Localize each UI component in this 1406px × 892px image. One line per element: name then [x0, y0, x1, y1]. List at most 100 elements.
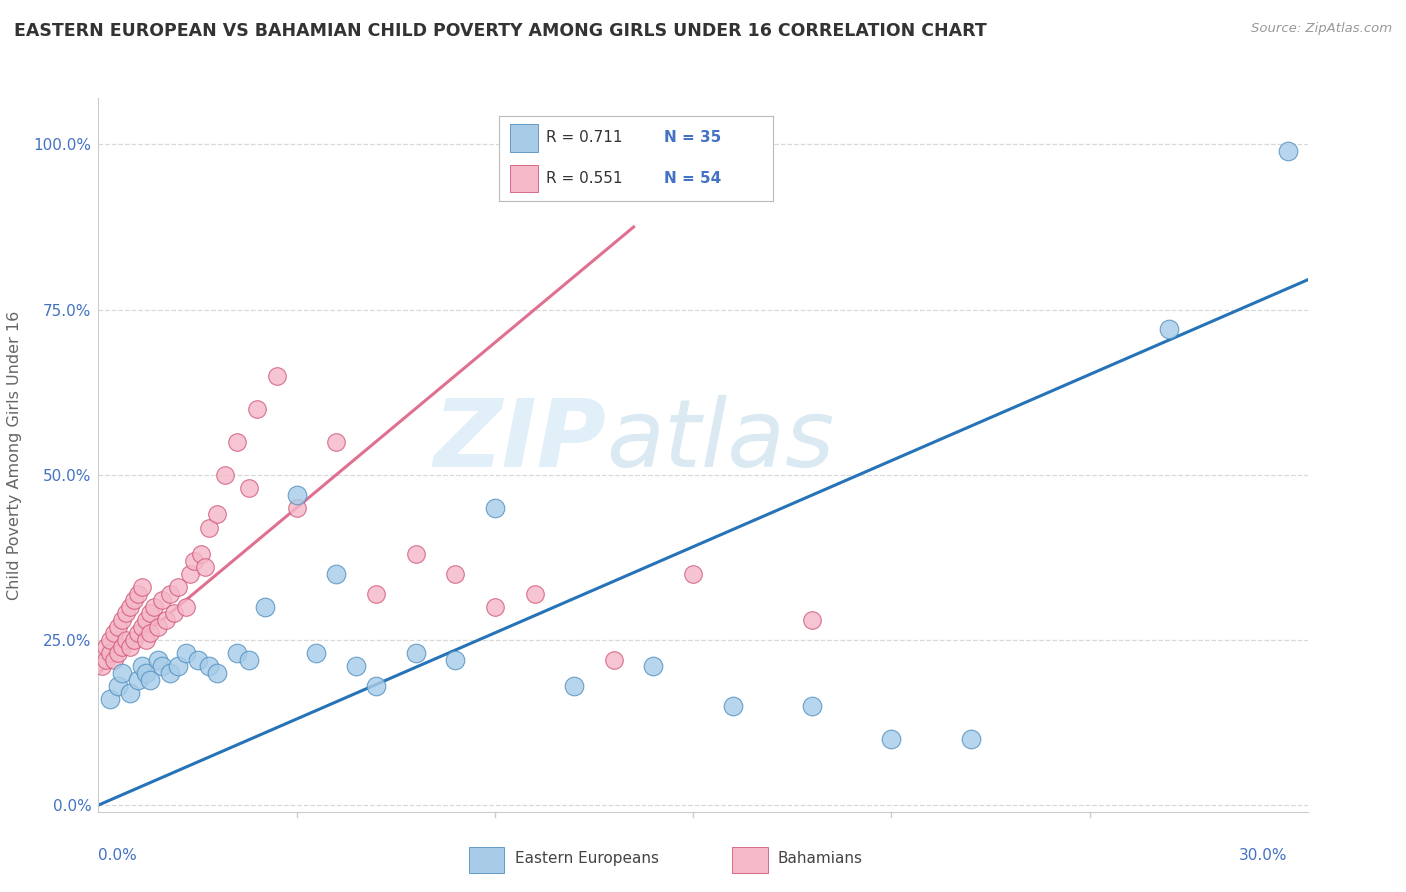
Point: [98, 692, 121, 706]
Point: [174, 646, 197, 660]
Point: [146, 620, 169, 634]
Point: [150, 593, 173, 607]
Point: [484, 500, 506, 515]
Point: [131, 580, 153, 594]
Text: Bahamians: Bahamians: [778, 851, 863, 866]
Point: [801, 698, 824, 713]
Point: [325, 434, 347, 449]
Point: [1157, 322, 1180, 336]
Text: R = 0.551: R = 0.551: [546, 171, 623, 186]
Point: [444, 653, 467, 667]
Point: [98, 646, 121, 660]
Point: [190, 547, 212, 561]
Point: [179, 566, 201, 581]
Point: [285, 500, 308, 515]
Point: [107, 679, 129, 693]
Bar: [733, 847, 768, 872]
Text: R = 0.711: R = 0.711: [546, 130, 623, 145]
Text: Eastern Europeans: Eastern Europeans: [515, 851, 658, 866]
Point: [96, 653, 118, 667]
Point: [127, 587, 149, 601]
Point: [174, 599, 197, 614]
Point: [238, 653, 260, 667]
Point: [484, 599, 506, 614]
Point: [603, 653, 626, 667]
Point: [131, 659, 153, 673]
Point: [226, 434, 249, 449]
Point: [103, 626, 125, 640]
Bar: [510, 124, 537, 152]
Point: [959, 732, 981, 747]
Bar: [510, 165, 537, 192]
Point: [131, 620, 153, 634]
Point: [115, 632, 138, 647]
Point: [122, 593, 145, 607]
Point: [120, 599, 142, 614]
Point: [142, 599, 165, 614]
Text: EASTERN EUROPEAN VS BAHAMIAN CHILD POVERTY AMONG GIRLS UNDER 16 CORRELATION CHAR: EASTERN EUROPEAN VS BAHAMIAN CHILD POVER…: [14, 22, 987, 40]
Point: [139, 673, 162, 687]
Point: [880, 732, 903, 747]
Point: [285, 487, 308, 501]
Point: [344, 659, 367, 673]
Point: [120, 640, 142, 654]
Point: [305, 646, 328, 660]
Point: [166, 580, 188, 594]
Point: [155, 613, 177, 627]
Point: [364, 587, 387, 601]
Point: [246, 401, 269, 416]
Point: [115, 607, 138, 621]
Point: [139, 607, 162, 621]
Point: [238, 481, 260, 495]
Point: [146, 653, 169, 667]
Point: [107, 620, 129, 634]
Point: [198, 659, 221, 673]
Point: [194, 560, 217, 574]
Point: [122, 632, 145, 647]
Point: [111, 640, 134, 654]
Point: [120, 686, 142, 700]
Point: [198, 520, 221, 534]
Point: [91, 659, 114, 673]
Point: [111, 613, 134, 627]
Point: [183, 554, 205, 568]
Point: [207, 508, 229, 522]
Point: [721, 698, 744, 713]
Point: [96, 640, 118, 654]
Point: [364, 679, 387, 693]
Point: [150, 659, 173, 673]
Point: [135, 632, 157, 647]
Text: 0.0%: 0.0%: [98, 848, 138, 863]
Point: [135, 665, 157, 680]
Point: [253, 599, 276, 614]
Point: [166, 659, 188, 673]
Text: atlas: atlas: [606, 395, 835, 486]
Point: [325, 566, 347, 581]
Point: [405, 547, 427, 561]
Point: [159, 587, 181, 601]
Point: [103, 653, 125, 667]
Text: Source: ZipAtlas.com: Source: ZipAtlas.com: [1251, 22, 1392, 36]
Point: [127, 626, 149, 640]
Text: ZIP: ZIP: [433, 394, 606, 487]
Point: [186, 653, 208, 667]
Point: [135, 613, 157, 627]
Point: [405, 646, 427, 660]
Point: [444, 566, 467, 581]
Point: [163, 607, 186, 621]
Point: [682, 566, 704, 581]
Point: [207, 665, 229, 680]
Y-axis label: Child Poverty Among Girls Under 16: Child Poverty Among Girls Under 16: [7, 310, 22, 599]
Point: [127, 673, 149, 687]
Point: [226, 646, 249, 660]
Text: N = 35: N = 35: [664, 130, 721, 145]
Point: [562, 679, 585, 693]
Point: [214, 467, 236, 482]
Point: [159, 665, 181, 680]
Bar: [470, 847, 505, 872]
Point: [643, 659, 665, 673]
Text: N = 54: N = 54: [664, 171, 721, 186]
Point: [107, 646, 129, 660]
Point: [98, 632, 121, 647]
Text: 30.0%: 30.0%: [1239, 848, 1288, 863]
